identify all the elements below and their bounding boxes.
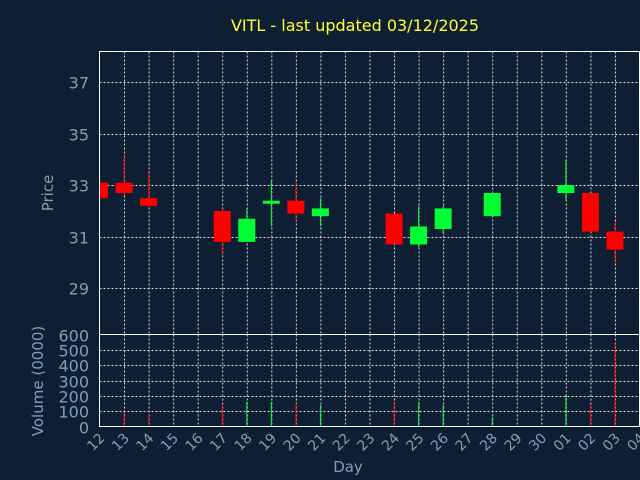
x-tick-label: 22 <box>330 431 354 455</box>
x-tick-label: 21 <box>305 431 329 455</box>
candle-body <box>557 185 575 193</box>
x-tick-label: 23 <box>354 431 378 455</box>
x-tick-label: 15 <box>158 431 182 455</box>
x-tick-label: 28 <box>477 431 501 455</box>
candle-body <box>238 218 256 242</box>
candle <box>213 208 231 255</box>
x-tick-label: 27 <box>453 431 477 455</box>
x-tick-label: 14 <box>133 430 157 454</box>
candle-body <box>483 193 501 217</box>
x-tick-label: 24 <box>379 430 403 454</box>
candle-body <box>410 226 428 245</box>
volume-tick-label: 0 <box>79 419 89 438</box>
x-tick-label: 18 <box>232 431 256 455</box>
price-panel: 29 31 33 35 37 Price <box>39 51 640 335</box>
x-tick-label: 13 <box>109 431 133 455</box>
candle-body <box>115 182 133 193</box>
candle-body <box>385 213 403 245</box>
candle-body <box>262 200 280 204</box>
candle <box>483 193 501 217</box>
chart-title: VITL - last updated 03/12/2025 <box>231 16 479 35</box>
candle-body <box>581 193 599 232</box>
volume-bars <box>99 342 616 427</box>
volume-tick-label: 400 <box>58 357 89 376</box>
price-axis-label: Price <box>39 175 57 212</box>
candle-body <box>213 211 231 242</box>
candle <box>606 221 624 263</box>
candle <box>434 205 452 235</box>
x-tick-label: 30 <box>526 431 550 455</box>
candle-body <box>99 182 108 199</box>
candle <box>287 182 305 222</box>
candle <box>385 213 403 245</box>
candle-body <box>140 198 158 206</box>
x-axis-label: Day <box>333 458 363 476</box>
x-tick-label: 03 <box>600 431 624 455</box>
candle-body <box>287 200 305 214</box>
candle <box>140 172 158 209</box>
price-candles <box>99 154 624 263</box>
price-tick-label: 31 <box>69 229 89 248</box>
candle <box>581 193 599 235</box>
x-tick-label: 17 <box>207 431 231 455</box>
x-tick-label: 19 <box>256 431 280 455</box>
candle <box>99 182 108 199</box>
x-tick-label: 01 <box>551 431 575 455</box>
volume-grid <box>99 334 640 427</box>
x-tick-label: 26 <box>428 430 452 454</box>
volume-axis-label: Volume (0000) <box>29 326 47 436</box>
x-tick-label: 25 <box>403 431 427 455</box>
candle-body <box>606 231 624 250</box>
candle <box>557 159 575 201</box>
price-y-ticks: 29 31 33 35 37 <box>69 74 89 299</box>
candle-body <box>434 208 452 230</box>
candle-body <box>311 208 329 217</box>
price-tick-label: 33 <box>69 177 89 196</box>
candle <box>238 208 256 242</box>
volume-tick-label: 300 <box>58 373 89 392</box>
volume-tick-label: 500 <box>58 342 89 361</box>
price-tick-label: 35 <box>69 126 89 145</box>
candle <box>262 180 280 227</box>
x-tick-label: 02 <box>575 431 599 455</box>
x-tick-label: 29 <box>502 431 526 455</box>
x-tick-label: 20 <box>281 431 305 455</box>
volume-tick-label: 200 <box>58 388 89 407</box>
price-tick-label: 29 <box>69 280 89 299</box>
candle <box>410 205 428 248</box>
x-tick-label: 04 <box>624 430 640 454</box>
x-axis-ticks: 12 13 14 15 16 17 18 19 20 21 22 23 24 25 26 27 28 29 30 01… <box>84 430 640 454</box>
volume-tick-label: 600 <box>58 327 89 346</box>
candle <box>115 154 133 196</box>
price-tick-label: 37 <box>69 74 89 93</box>
candle <box>311 198 329 227</box>
volume-tick-label: 100 <box>58 403 89 422</box>
x-tick-label: 16 <box>183 430 207 454</box>
